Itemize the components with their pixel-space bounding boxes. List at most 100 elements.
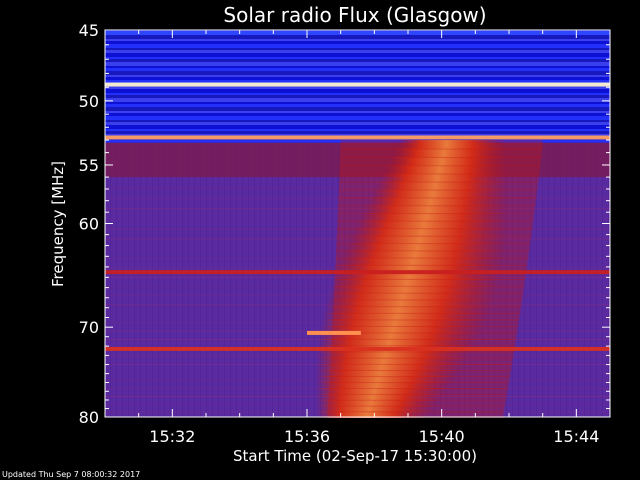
burst-envelope <box>330 357 513 365</box>
updated-timestamp: Updated Thu Sep 7 08:00:32 2017 <box>2 470 141 479</box>
burst-segment <box>325 299 494 308</box>
burst-envelope <box>328 399 506 407</box>
burst-segment <box>336 264 503 273</box>
burst-segment <box>316 399 438 407</box>
burst-segment <box>363 205 508 215</box>
background-band <box>105 41 610 44</box>
burst-envelope <box>329 376 510 384</box>
burst-segment <box>319 325 484 334</box>
y-tick-label: 70 <box>79 318 99 337</box>
burst-envelope <box>333 292 523 301</box>
burst-envelope <box>338 189 537 199</box>
burst-segment <box>397 140 506 150</box>
burst-segment <box>356 220 507 230</box>
burst-segment <box>315 363 463 371</box>
burst-segment <box>315 357 467 365</box>
background-band <box>105 122 610 125</box>
background-band <box>105 107 610 111</box>
background-band <box>105 129 610 131</box>
background-band <box>105 71 610 75</box>
y-tick-label: 60 <box>79 215 99 234</box>
burst-segment <box>317 338 477 347</box>
burst-envelope <box>330 351 514 359</box>
background-band <box>105 104 610 107</box>
burst-envelope <box>337 213 534 222</box>
background-band <box>105 80 610 84</box>
background-band <box>105 113 610 116</box>
burst-envelope <box>334 278 525 287</box>
background-band <box>105 66 610 68</box>
burst-envelope <box>329 382 509 390</box>
background-band <box>105 95 610 98</box>
burst-segment <box>393 148 506 158</box>
background-band <box>105 44 610 48</box>
burst-envelope <box>336 235 531 245</box>
burst-segment <box>380 173 507 183</box>
burst-segment <box>389 156 507 167</box>
interference-band <box>105 82 610 87</box>
background-band <box>105 62 610 66</box>
burst-envelope <box>332 312 520 321</box>
y-axis-label: Frequency [MHz] <box>49 161 67 287</box>
burst-segment <box>316 351 471 359</box>
interference-band <box>105 135 610 140</box>
background-band <box>105 120 610 122</box>
burst-envelope <box>333 306 521 314</box>
background-band <box>105 35 610 39</box>
burst-envelope <box>327 411 504 418</box>
background-band <box>105 53 610 57</box>
burst-segment <box>323 306 492 314</box>
background-band <box>105 77 610 80</box>
burst-envelope <box>339 156 541 167</box>
burst-envelope <box>335 257 528 266</box>
burst-envelope <box>328 393 507 401</box>
burst-envelope <box>333 299 522 308</box>
y-tick-label: 45 <box>79 21 99 40</box>
low-band-region <box>105 142 610 178</box>
burst-segment <box>339 257 504 266</box>
burst-envelope <box>339 165 540 175</box>
x-tick-label: 15:40 <box>419 427 465 446</box>
interference-band <box>105 30 610 35</box>
background-band <box>105 68 610 71</box>
background-band <box>105 59 610 62</box>
interference-band <box>105 346 610 351</box>
y-tick-label: 80 <box>79 408 99 427</box>
background-band <box>105 86 610 89</box>
burst-segment <box>327 292 496 301</box>
burst-segment <box>321 312 489 321</box>
burst-envelope <box>328 388 508 395</box>
background-band <box>105 102 610 104</box>
burst-segment <box>384 165 507 175</box>
burst-envelope <box>335 250 529 259</box>
chart-title: Solar radio Flux (Glasgow) <box>223 3 486 27</box>
background-band <box>105 50 610 53</box>
burst-envelope <box>336 228 532 237</box>
background-band <box>105 116 610 120</box>
burst-segment <box>315 393 443 401</box>
background-band <box>105 75 610 77</box>
background-band <box>105 39 610 41</box>
burst-segment <box>334 271 501 280</box>
burst-segment <box>345 243 506 252</box>
x-tick-label: 15:32 <box>149 427 195 446</box>
burst-segment <box>329 285 498 294</box>
background-band <box>105 57 610 59</box>
y-tick-label: 50 <box>79 92 99 111</box>
background-band <box>105 140 610 143</box>
x-tick-label: 15:44 <box>553 427 599 446</box>
x-axis-ticks: 15:32 15:36 15:40 15:44 <box>138 30 599 446</box>
burst-envelope <box>337 205 535 215</box>
burst-envelope <box>339 173 539 183</box>
burst-envelope <box>335 264 527 273</box>
y-axis-ticks: 45 50 55 60 70 80 <box>79 21 610 427</box>
burst-envelope <box>334 271 526 280</box>
burst-segment <box>367 197 508 207</box>
burst-segment <box>360 213 508 222</box>
background-band <box>105 48 610 50</box>
burst-segment <box>376 181 508 191</box>
interference-streak <box>307 330 361 335</box>
burst-envelope <box>331 332 517 340</box>
burst-segment <box>315 388 447 395</box>
